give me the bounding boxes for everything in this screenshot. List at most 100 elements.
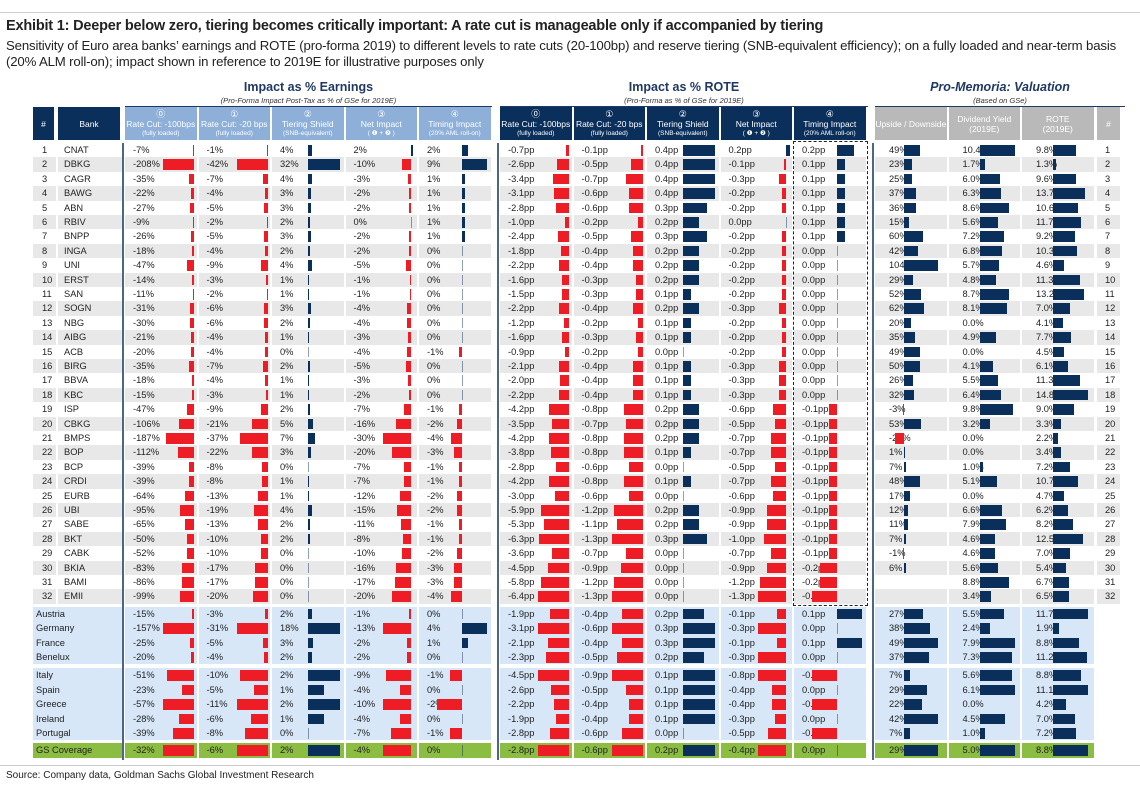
table-row-country: Spain -23% -5% 1% -4% 0% -2.6pp -0.5pp 0.1pp -0.4…	[33, 682, 1134, 698]
positive-bar	[979, 217, 999, 228]
negative-bar	[611, 670, 643, 681]
valuation-value: 7.0%	[1036, 713, 1058, 724]
rote-value: 0.2pp	[655, 217, 679, 227]
negative-bar	[408, 173, 411, 185]
valuation-value: 60%	[889, 231, 908, 242]
earnings-cell: -20%	[345, 445, 420, 460]
rote-value: 0.0pp	[802, 745, 826, 756]
rote-value: -2.8pp	[508, 745, 535, 756]
earnings-cell: -1%	[419, 402, 493, 416]
earnings-cell: 0%	[419, 359, 493, 374]
rank-cell-right: 16	[1097, 359, 1122, 374]
rote-cell: -1.9pp	[500, 606, 574, 622]
positive-bar	[462, 145, 468, 156]
valuation-cell: 52%	[875, 287, 949, 301]
rote-cell: -0.1pp	[794, 474, 868, 489]
rank-cell: 29	[33, 546, 58, 560]
earnings-cell: 2%	[272, 606, 346, 622]
rote-value: 0.2pp	[802, 145, 826, 155]
negative-bar	[193, 217, 195, 228]
positive-bar	[837, 608, 863, 620]
rank-cell: 16	[33, 359, 58, 374]
negative-bar	[255, 562, 268, 574]
earnings-value: -13%	[206, 490, 229, 501]
rote-value: -0.6pp	[728, 490, 755, 501]
negative-bar	[236, 745, 268, 756]
earnings-cell: -1%	[419, 460, 493, 474]
rote-value: -0.8pp	[581, 476, 608, 487]
cell-background	[345, 157, 417, 172]
rank-number: 14	[42, 332, 53, 343]
negative-bar	[611, 591, 643, 602]
earnings-value: -6%	[206, 317, 224, 328]
positive-bar	[308, 490, 310, 502]
country-name: Italy	[36, 670, 54, 681]
rote-cell: -1.0pp	[720, 531, 795, 547]
negative-bar	[459, 346, 463, 358]
valuation-cell: 8.2%	[1022, 517, 1096, 531]
cell-background	[125, 531, 197, 547]
valuation-value: 11.3%	[1036, 375, 1062, 386]
earnings-cell: -4%	[199, 345, 273, 359]
header-sublabel: (SNB-equivalent)	[283, 129, 333, 137]
earnings-value: -31%	[133, 303, 155, 314]
rote-cell: 0.1pp	[647, 387, 721, 403]
header-label: Net Impact	[360, 118, 402, 129]
valuation-value: 6.6%	[962, 505, 984, 515]
valuation-cell: 11.3%	[1022, 272, 1096, 287]
earnings-cell: -6%	[199, 316, 273, 330]
rote-cell: -0.8pp	[574, 402, 648, 416]
earnings-cell: -32%	[125, 743, 199, 758]
earnings-cell: -2%	[198, 215, 273, 230]
rote-value: 0.0pp	[802, 260, 826, 271]
negative-bar	[781, 231, 786, 242]
valuation-value: 10.6%	[1036, 202, 1063, 213]
earnings-value: -18%	[133, 245, 155, 256]
cell-background	[794, 186, 866, 201]
rote-cell: -0.4pp	[720, 682, 795, 698]
rote-value: 0.0pp	[655, 591, 679, 602]
negative-bar	[548, 476, 570, 487]
rote-cell: -3.1pp	[500, 186, 574, 201]
rank-number: 18	[42, 389, 53, 400]
negative-bar	[236, 623, 268, 634]
valuation-value: 26%	[889, 375, 908, 386]
table-row-country: Italy -51% -10% 2% -9% -1% -4.5pp -0.9pp 0.1pp -0…	[33, 668, 1134, 683]
cell-background	[875, 668, 947, 683]
rote-cell: 0.4pp	[647, 143, 721, 157]
positive-bar	[308, 608, 312, 620]
rote-cell: 0.2pp	[794, 143, 868, 157]
rote-cell: -0.7pp	[500, 143, 574, 157]
earnings-cell: -4%	[198, 186, 273, 201]
rote-cell: -0.7pp	[721, 431, 795, 445]
rank-cell: 26	[33, 503, 58, 518]
earnings-cell: -5%	[345, 359, 420, 374]
rote-cell: 0.1pp	[794, 186, 868, 201]
rote-cell: -0.7pp	[720, 474, 795, 489]
valuation-value: 11.1%	[1036, 684, 1062, 695]
valuation-cell: 9.2%	[1022, 229, 1096, 243]
bank-ticker: BKIA	[64, 562, 86, 573]
rote-cell: -4.2pp	[500, 431, 574, 445]
rote-value: 0.1pp	[802, 608, 826, 619]
table-row: 9 UNI -47% -9% 4% -5% 0% -2.2pp -0.4pp 0.2pp -0.2p…	[33, 258, 1134, 272]
positive-bar	[904, 533, 907, 545]
earnings-cell: -4%	[345, 301, 420, 316]
earnings-cell: -31%	[198, 621, 273, 636]
rank-cell: 5	[33, 201, 58, 215]
cell-background	[1097, 243, 1120, 259]
earnings-cell: -47%	[125, 258, 199, 272]
positive-bar	[1053, 533, 1083, 545]
positive-bar	[308, 303, 312, 314]
earnings-value: -2%	[427, 418, 444, 429]
cell-background	[272, 682, 344, 698]
rote-cell: 0.0pp	[794, 316, 868, 330]
valuation-cell: 11.7%	[1022, 215, 1096, 230]
earnings-value: 3%	[280, 231, 294, 242]
earnings-value: -17%	[206, 577, 229, 587]
table-row-country: Germany -157% -31% 18% -13% 4% -3.1pp -0.6pp 0.3…	[33, 621, 1134, 636]
negative-bar	[622, 637, 643, 649]
positive-bar	[308, 519, 311, 530]
negative-bar	[557, 231, 570, 242]
negative-bar	[264, 202, 268, 214]
